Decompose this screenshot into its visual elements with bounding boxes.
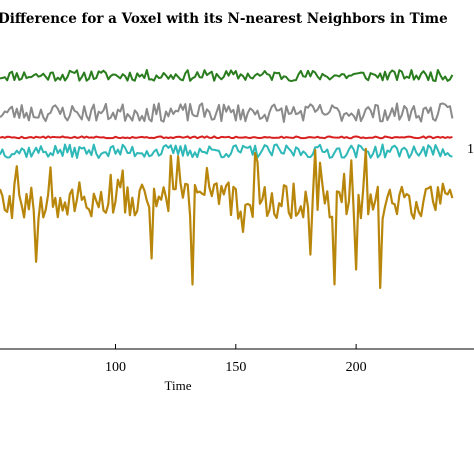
x-tick-label: 100 bbox=[105, 360, 126, 375]
x-tick-label: 200 bbox=[346, 360, 367, 375]
series-line-4 bbox=[0, 143, 453, 159]
chart-title: Difference for a Voxel with its N-neares… bbox=[0, 11, 448, 27]
series-line-5 bbox=[0, 147, 454, 290]
series-annotation: 1 bbox=[467, 142, 474, 157]
x-tick-label: 150 bbox=[225, 360, 246, 375]
series-line-3 bbox=[0, 135, 453, 140]
series-line-1 bbox=[0, 69, 454, 83]
x-axis-label: Time bbox=[165, 378, 192, 393]
series-line-2 bbox=[0, 102, 454, 123]
